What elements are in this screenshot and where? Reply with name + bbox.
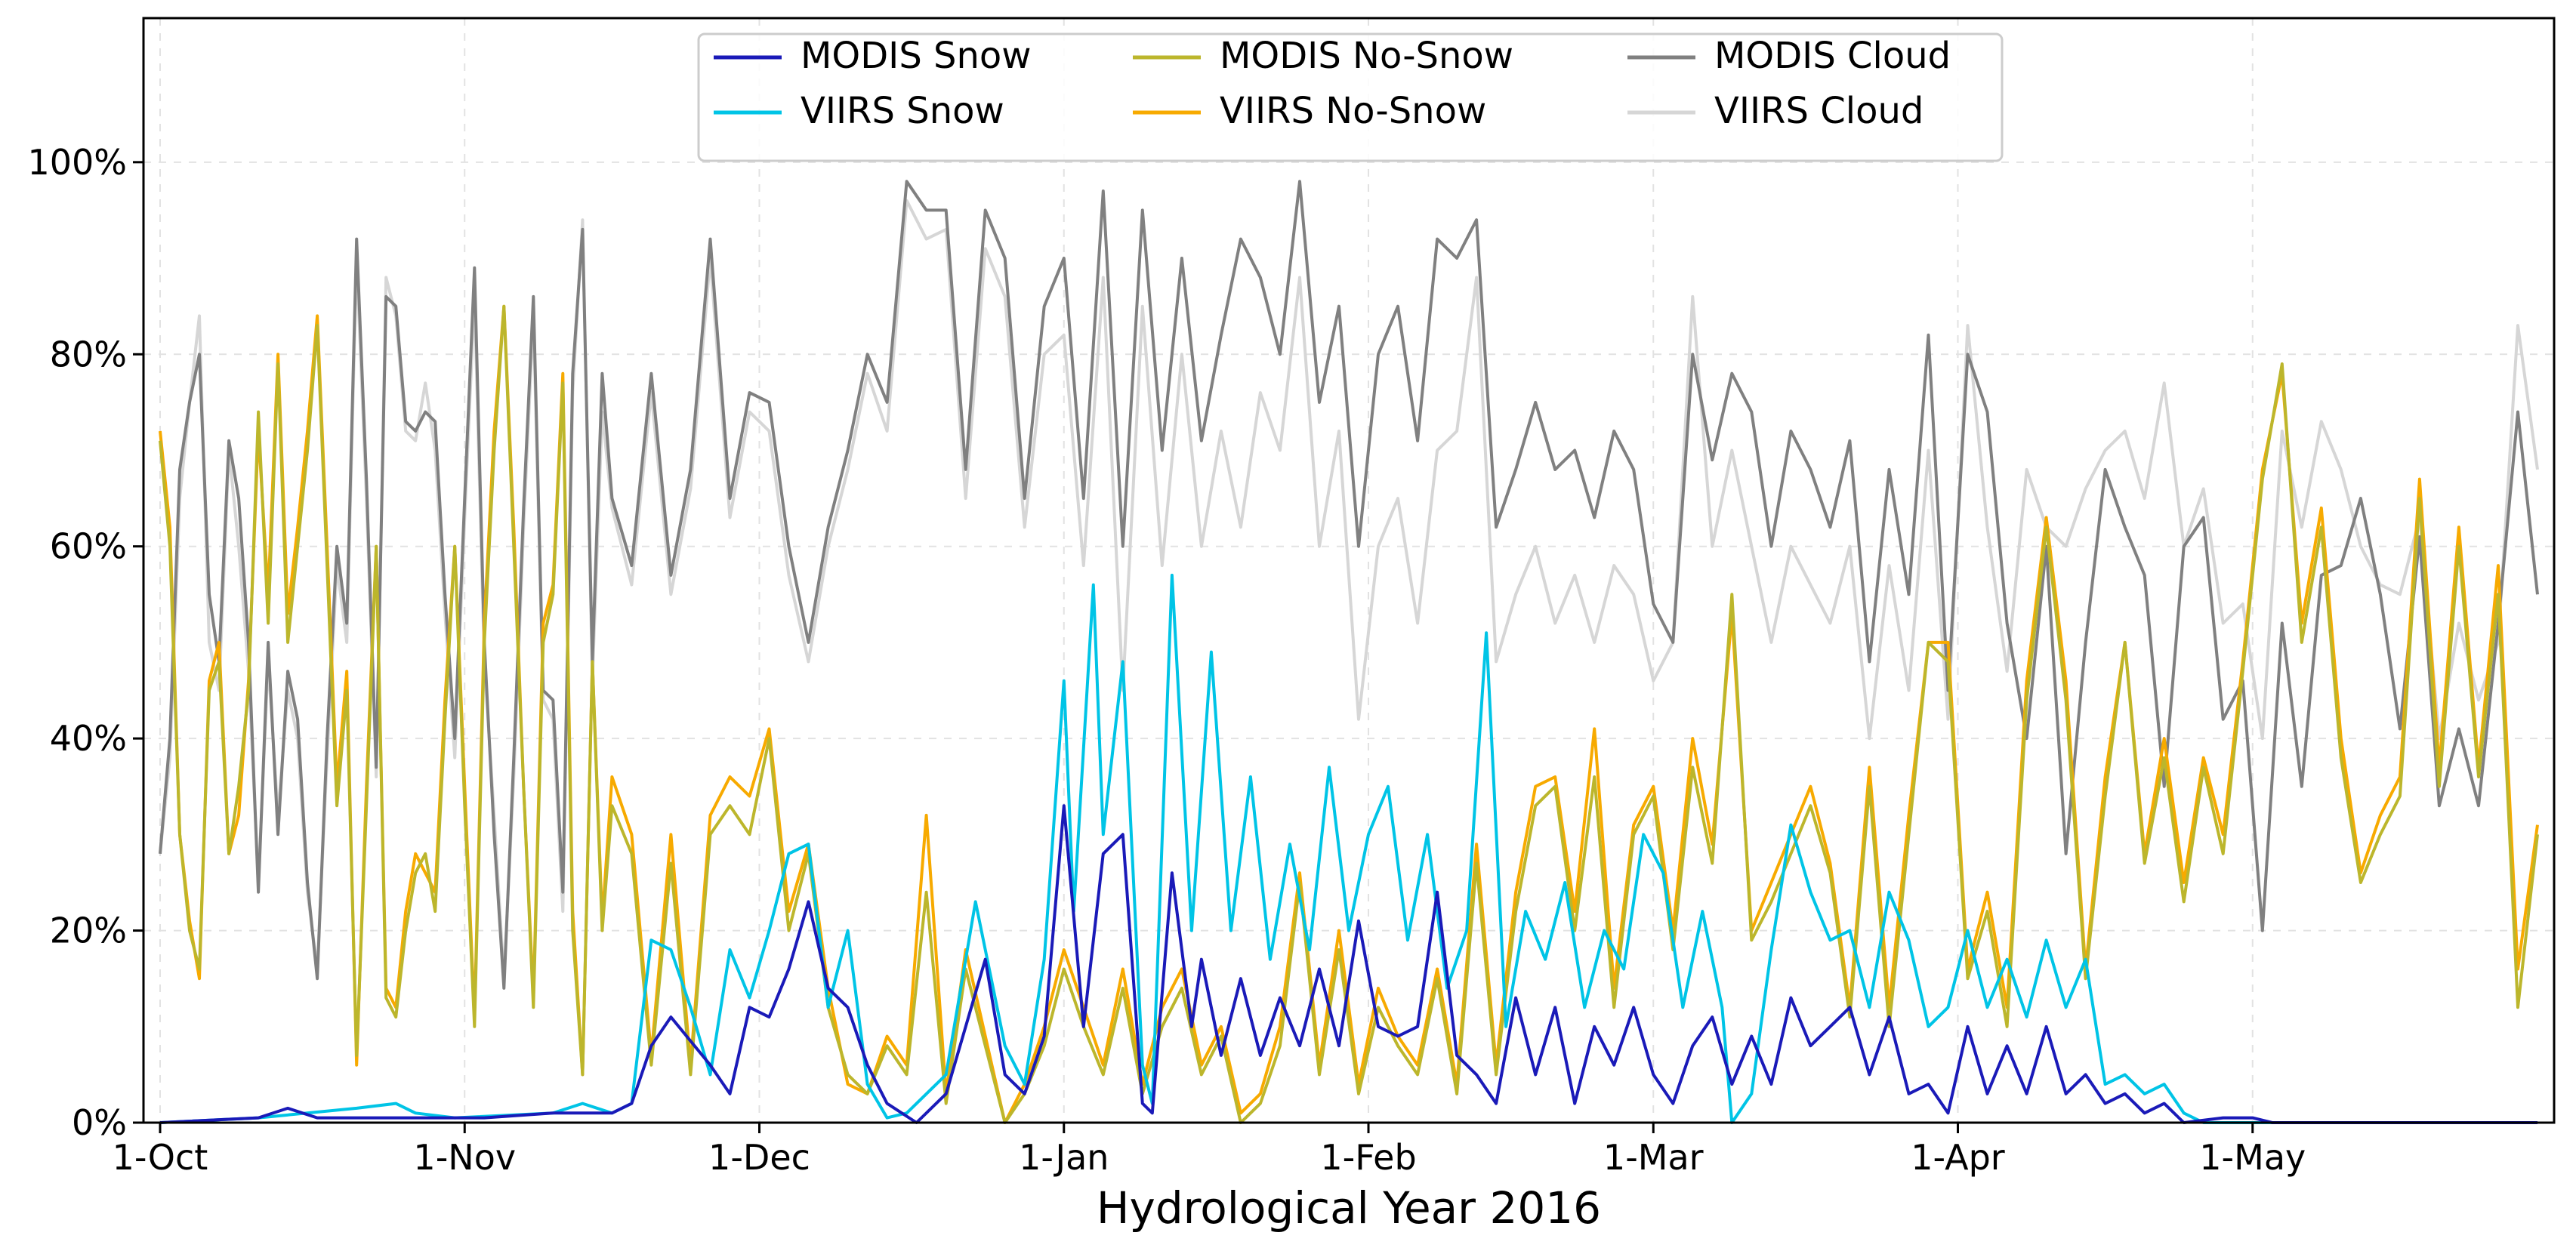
gridlines (143, 18, 2554, 1123)
legend-box (697, 32, 2004, 162)
x-tick-label: 1-Oct (113, 1137, 208, 1178)
y-tick-label: 20% (50, 911, 127, 951)
x-tick-label: 1-Nov (413, 1137, 516, 1178)
y-tick-label: 80% (50, 334, 127, 374)
y-tick-label: 40% (50, 718, 127, 759)
legend-label-modis-no-snow: MODIS No-Snow (1220, 35, 1513, 77)
legend-label-viirs-no-snow: VIIRS No-Snow (1220, 90, 1486, 132)
y-tick-label: 60% (50, 526, 127, 567)
x-axis: 1-Oct 1-Nov 1-Dec 1-Jan 1-Feb 1-Mar 1-Apr 1-May (113, 1123, 2306, 1178)
legend-label-modis-snow: MODIS Snow (801, 35, 1032, 77)
legend-label-modis-cloud: MODIS Cloud (1714, 35, 1951, 77)
x-tick-label: 1-Mar (1603, 1137, 1704, 1178)
y-tick-label: 0% (72, 1102, 127, 1143)
legend-label-viirs-cloud: VIIRS Cloud (1714, 90, 1924, 132)
legend-label-viirs-snow: VIIRS Snow (801, 90, 1004, 132)
plot-frame (142, 17, 2556, 1124)
series-layer (159, 180, 2539, 1124)
x-tick-label: 1-Dec (708, 1137, 810, 1178)
x-tick-label: 1-Jan (1019, 1137, 1109, 1178)
x-tick-label: 1-Feb (1320, 1137, 1416, 1178)
x-tick-label: 1-May (2199, 1137, 2306, 1178)
y-axis: 0% 20% 40% 60% 80% 100% (27, 142, 143, 1143)
series-line-modis-snow (159, 804, 2537, 1124)
series-line-modis-cloud (159, 180, 2539, 990)
legend: MODIS Snow VIIRS Snow MODIS No-Snow VIIRS N… (697, 32, 2004, 162)
series-line-viirs-snow (159, 573, 2537, 1124)
x-tick-label: 1-Apr (1911, 1137, 2005, 1178)
series-line-modis-no-snow (159, 304, 2539, 1124)
y-tick-label: 100% (27, 142, 127, 183)
x-axis-title: Hydrological Year 2016 (1097, 1182, 1601, 1234)
